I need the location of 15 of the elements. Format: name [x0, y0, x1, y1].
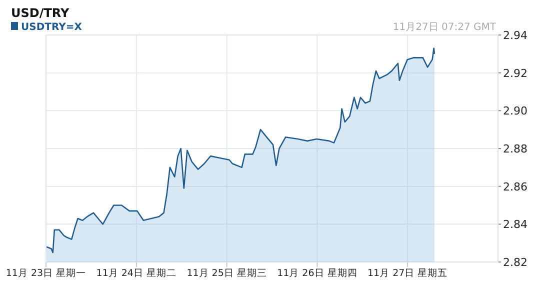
x-tick-label: 11月 25日 星期三 — [186, 267, 267, 279]
y-tick-label: 2.94 — [503, 29, 528, 42]
chart-title: USD/TRY — [11, 6, 70, 20]
x-tick-label: 11月 26日 星期四 — [277, 267, 358, 279]
x-tick-label: 11月 23日 星期一 — [6, 267, 86, 279]
y-tick-label: 2.90 — [503, 104, 528, 118]
y-tick-label: 2.88 — [503, 142, 528, 156]
text: 11月27日 07:27 GMT — [392, 22, 497, 33]
y-tick-label: 2.82 — [503, 256, 528, 269]
y-tick-label: 2.92 — [503, 66, 528, 80]
x-tick-label: 11月 24日 星期二 — [96, 267, 177, 279]
y-tick-label: 2.84 — [503, 218, 528, 232]
y-tick-label: 2.86 — [503, 180, 528, 194]
x-tick-label: 11月 27日 星期五 — [367, 267, 448, 279]
legend-label: USDTRY=X — [21, 22, 82, 33]
